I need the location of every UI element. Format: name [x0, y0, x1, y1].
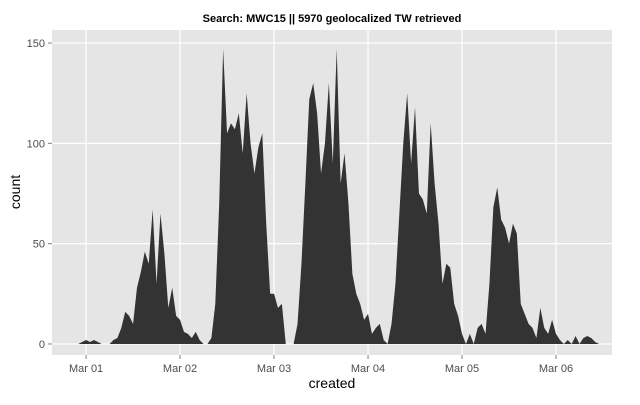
x-tick-label: Mar 06 [539, 363, 573, 375]
chart-title: Search: MWC15 || 5970 geolocalized TW re… [203, 13, 462, 25]
y-tick-label: 0 [39, 339, 45, 351]
x-tick-label: Mar 05 [445, 363, 479, 375]
x-axis-label: created [309, 375, 356, 391]
x-tick-label: Mar 02 [163, 363, 197, 375]
y-axis-label: count [7, 175, 23, 209]
y-tick-label: 150 [27, 38, 45, 50]
x-tick-label: Mar 01 [69, 363, 103, 375]
x-tick-label: Mar 04 [351, 363, 385, 375]
area [78, 49, 600, 344]
x-tick-label: Mar 03 [257, 363, 291, 375]
y-tick-label: 100 [27, 138, 45, 150]
y-tick-label: 50 [33, 239, 45, 251]
